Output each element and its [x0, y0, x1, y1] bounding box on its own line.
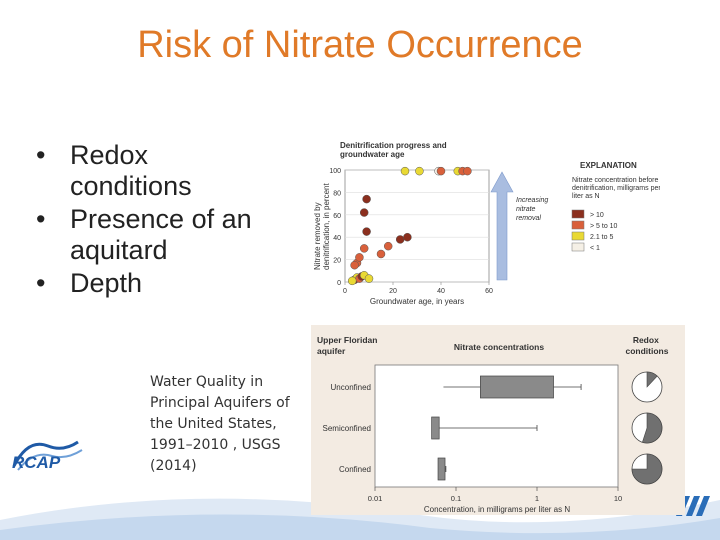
- legend-subtitle-line: liter as N: [572, 193, 600, 200]
- citation: Water Quality in Principal Aquifers of t…: [150, 374, 290, 474]
- slide-title: Risk of Nitrate Occurrence: [137, 24, 583, 66]
- bullet-text: Presence of an aquitard: [70, 204, 252, 265]
- y-tick-label: 40: [333, 235, 341, 242]
- box-x-tick-label: 1: [535, 494, 539, 503]
- y-axis-label-line: denitrification, in percent: [322, 183, 331, 270]
- x-tick-label: 20: [389, 288, 397, 295]
- scatter-point: [347, 276, 357, 286]
- x-tick-label: 0: [343, 288, 347, 295]
- scatter-point: [359, 208, 369, 217]
- scatter-point: [364, 274, 374, 283]
- legend-title: EXPLANATION: [580, 161, 637, 170]
- left-header-line: Upper Floridan: [317, 335, 377, 345]
- scatter-point: [376, 249, 386, 259]
- y-tick-label: 0: [337, 280, 341, 287]
- left-header-line: aquifer: [317, 346, 346, 356]
- box-rect: [437, 457, 446, 481]
- box-rows: Unconfined Semiconfined Confined: [323, 371, 663, 485]
- box-rect: [480, 375, 554, 399]
- scatter-point: [400, 166, 410, 176]
- nitrate-concentration-figure: Upper Floridan aquifer Nitrate concentra…: [311, 325, 685, 515]
- y-tick-label: 20: [333, 258, 341, 265]
- bullet-item: • Redox conditions: [30, 140, 270, 202]
- bullet-glyph: •: [36, 204, 46, 234]
- left-header: Upper Floridan aquifer: [317, 335, 380, 356]
- box-row-label: Semiconfined: [323, 424, 371, 433]
- legend-swatch: [571, 209, 585, 219]
- y-tick-label: 80: [333, 190, 341, 197]
- box-rect: [431, 416, 440, 440]
- scatter-points: [347, 166, 472, 286]
- legend-label: > 10: [590, 212, 604, 219]
- y-tick-label: 60: [333, 213, 341, 220]
- x-tick-label: 40: [437, 288, 445, 295]
- decorative-swoosh: [0, 496, 720, 540]
- box-x-tick-label: 0.1: [451, 494, 461, 503]
- right-header-line: Redox: [633, 335, 659, 345]
- scatter-point: [436, 166, 446, 176]
- arrow-label-line: nitrate: [516, 206, 536, 213]
- chart-title-line: Denitrification progress and: [340, 141, 447, 150]
- scatter-point: [395, 235, 405, 244]
- arrow-label: Increasing nitrate removal: [516, 197, 550, 222]
- scatter-point: [362, 194, 371, 204]
- nitrate-box-chart: Upper Floridan aquifer Nitrate concentra…: [317, 335, 669, 514]
- scatter-point: [415, 166, 424, 176]
- arrow-label-line: removal: [516, 215, 541, 222]
- box-x-tick-label: 10: [614, 494, 622, 503]
- scatter-point: [362, 227, 371, 236]
- right-header: Redox conditions: [626, 335, 669, 356]
- y-tick-label: 100: [329, 168, 341, 175]
- box-grid-lines: [374, 487, 619, 491]
- box-x-tick-labels: 0.01 0.1 1 10: [368, 494, 622, 503]
- plot-area: [344, 169, 490, 283]
- right-header-line: conditions: [626, 346, 669, 356]
- scatter-point: [355, 253, 364, 262]
- arrow-label-line: Increasing: [516, 197, 548, 204]
- logo-text: RCAP: [12, 453, 61, 472]
- legend-subtitle-line: Nitrate concentration before: [572, 177, 658, 184]
- box-x-axis-label: Concentration, in milligrams per liter a…: [424, 505, 570, 514]
- bullet-text: Depth: [70, 268, 143, 298]
- legend-swatch: [571, 231, 585, 241]
- bullet-item: • Presence of an aquitard: [30, 204, 270, 266]
- scatter-point: [383, 241, 393, 251]
- scatter-point: [359, 244, 369, 253]
- redox-pie-slice: [631, 453, 663, 485]
- y-tick-labels: 0 20 40 60 80 100: [329, 168, 341, 287]
- x-tick-label: 60: [485, 288, 493, 295]
- bullet-list: • Redox conditions • Presence of an aquita…: [30, 140, 270, 301]
- chart-title: Denitrification progress and groundwater…: [340, 141, 449, 159]
- bullet-item: • Depth: [30, 268, 270, 299]
- increasing-arrow-icon: [490, 171, 514, 281]
- legend-label: < 1: [590, 245, 600, 252]
- box-chart-title: Nitrate concentrations: [454, 342, 544, 352]
- denitrification-scatter-chart: Denitrification progress and groundwater…: [313, 141, 660, 306]
- bullet-text: Redox conditions: [70, 140, 192, 201]
- rcap-logo: RCAP: [12, 440, 83, 472]
- legend-entries: > 10 > 5 to 10 2.1 to 5 < 1: [571, 209, 618, 252]
- legend-subtitle-line: denitrification, milligrams per: [572, 185, 660, 192]
- legend-swatch: [571, 242, 585, 252]
- box-row-label: Unconfined: [331, 383, 371, 392]
- box-row-label: Confined: [339, 465, 371, 474]
- legend-label: > 5 to 10: [590, 223, 618, 230]
- legend-subtitle: Nitrate concentration before denitrifica…: [572, 177, 660, 200]
- y-axis-label: Nitrate removed by denitrification, in p…: [313, 183, 331, 270]
- bullet-glyph: •: [36, 140, 46, 170]
- scatter-point: [350, 260, 359, 270]
- scatter-point: [403, 232, 412, 242]
- redox-pie-slice: [646, 371, 658, 388]
- chart-title-line: groundwater age: [340, 150, 405, 159]
- bullet-glyph: •: [36, 268, 46, 298]
- y-axis-label-line: Nitrate removed by: [313, 202, 322, 270]
- legend-label: 2.1 to 5: [590, 234, 613, 241]
- scatter-point: [463, 166, 472, 176]
- redox-pie-slice: [641, 412, 663, 444]
- box-x-tick-label: 0.01: [368, 494, 383, 503]
- x-axis-label: Groundwater age, in years: [370, 297, 464, 306]
- legend-swatch: [571, 220, 585, 230]
- x-tick-labels: 0 20 40 60: [343, 288, 493, 295]
